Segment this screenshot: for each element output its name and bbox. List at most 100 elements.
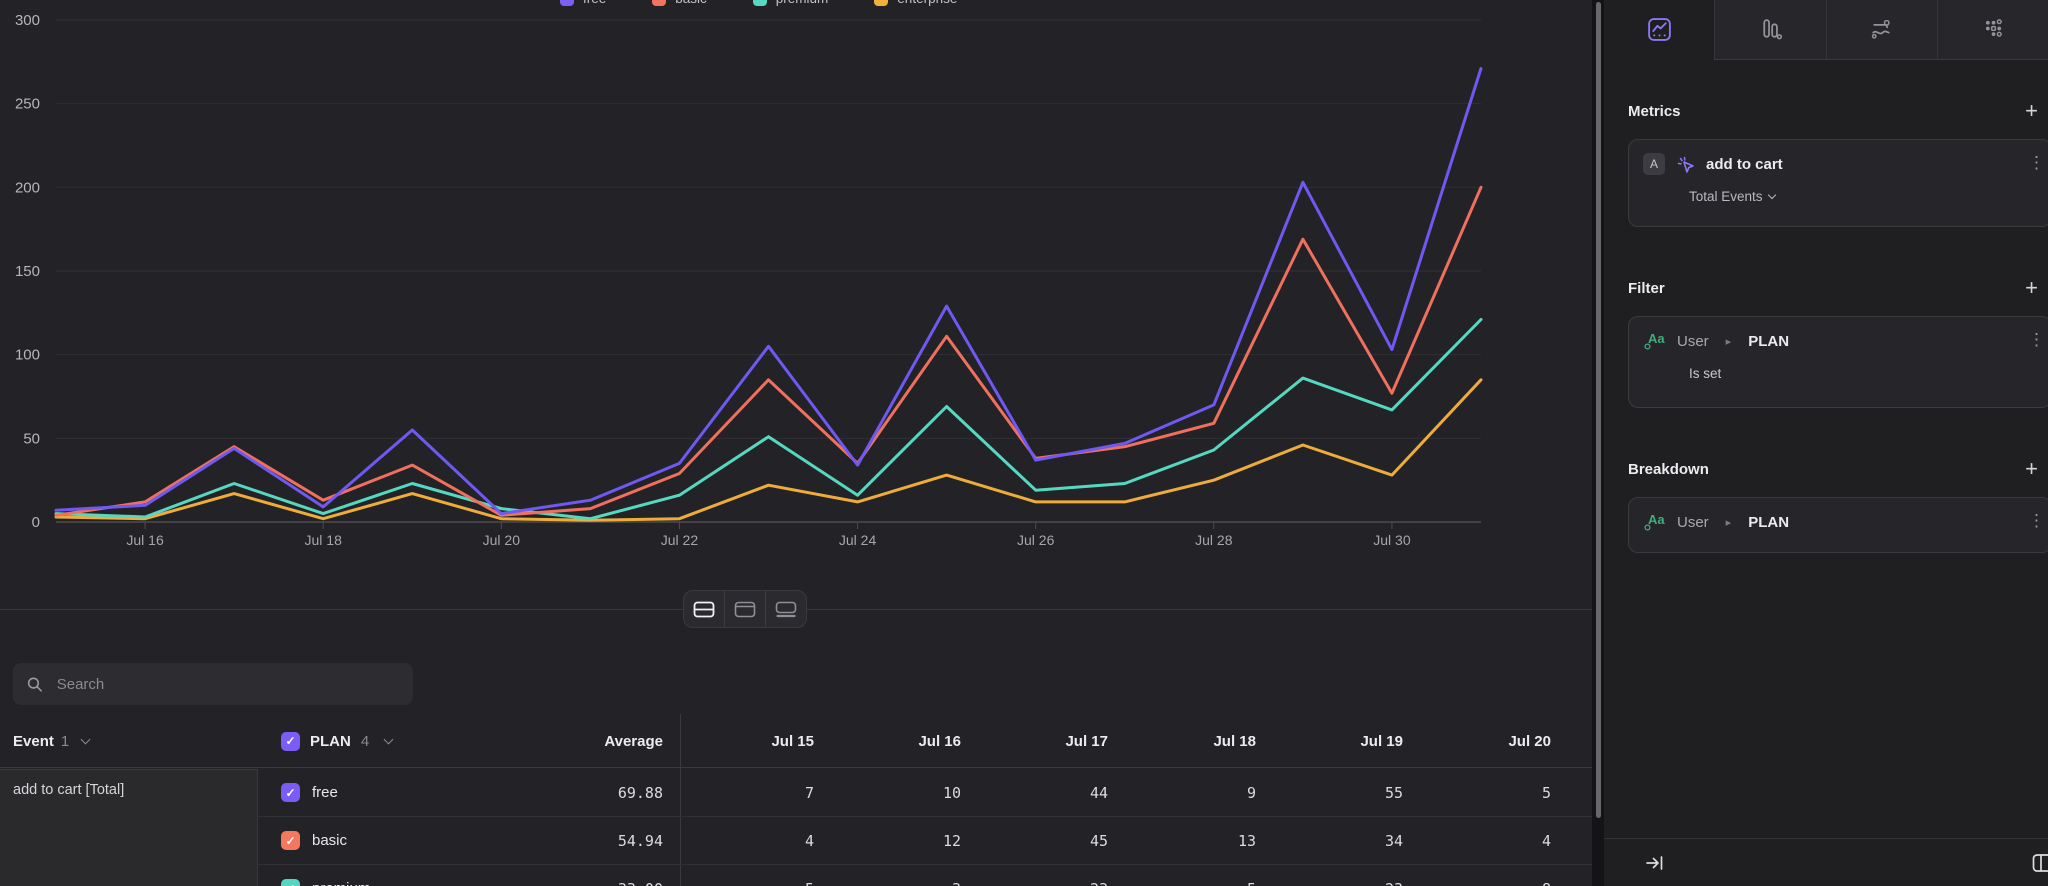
filter-card[interactable]: Aa User ▸ PLAN ⋮ Is set	[1628, 316, 2048, 408]
collapse-sidebar-icon[interactable]	[1644, 853, 1665, 873]
row-value: 8	[1441, 880, 1551, 886]
row-average: 33.00	[520, 880, 663, 886]
search-input[interactable]	[54, 674, 399, 694]
metric-measure-dropdown[interactable]: Total Events	[1689, 189, 2037, 204]
metric-kebab-menu[interactable]: ⋮	[2028, 153, 2045, 172]
series-line-premium[interactable]	[54, 318, 1483, 521]
chevron-down-icon	[383, 734, 394, 745]
row-value: 10	[942, 783, 961, 802]
x-axis-label: Jul 28	[1195, 532, 1233, 548]
bar-chart-icon	[1763, 19, 1782, 40]
filter-scope: User	[1677, 332, 1709, 350]
breadcrumb-arrow-icon: ▸	[1725, 335, 1732, 348]
panel-layout-icon[interactable]	[2032, 853, 2048, 878]
add-breakdown-button[interactable]: +	[2025, 456, 2038, 481]
date-column-header: Jul 16	[918, 732, 961, 750]
tab-grid[interactable]	[1936, 0, 2048, 60]
date-column-header: Jul 19	[1360, 732, 1403, 750]
plan-column-header[interactable]: ✓ PLAN 4	[281, 714, 394, 768]
row-value: 5	[1146, 880, 1256, 886]
tab-bar-chart[interactable]	[1714, 0, 1826, 60]
event-column-panel: add to cart [Total]	[0, 769, 258, 886]
row-value: 7	[804, 783, 814, 802]
add-metric-button[interactable]: +	[2025, 98, 2038, 123]
date-column-header: Jul 17	[1065, 732, 1108, 750]
table-row-free[interactable]: ✓ free 69.88 7 10 44 9 55 5	[258, 769, 1592, 817]
y-axis-label: 300	[15, 12, 40, 29]
table-column-divider	[680, 714, 681, 886]
legend-swatch	[752, 0, 767, 6]
breakdown-kebab-menu[interactable]: ⋮	[2028, 511, 2045, 530]
legend-swatch	[560, 0, 574, 6]
event-cell[interactable]: add to cart [Total]	[13, 782, 125, 798]
main-panel: 0 50 100 150 200 250 300 Jul 16 Jul 18 Jul 20 Jul …	[0, 0, 1592, 886]
legend-swatch	[652, 0, 667, 6]
series-line-enterprise[interactable]	[54, 378, 1483, 522]
y-axis-label: 100	[15, 347, 40, 364]
svg-text:Aa: Aa	[1648, 512, 1665, 527]
row-value: 12	[942, 831, 961, 850]
line-chart[interactable]: 0 50 100 150 200 250 300 Jul 16 Jul 18 Jul 20 Jul …	[0, 0, 1592, 660]
legend-item-basic[interactable]: basic	[652, 0, 707, 6]
row-average: 54.94	[617, 831, 663, 850]
event-count: 1	[60, 732, 70, 750]
series-line-free[interactable]	[54, 67, 1483, 516]
x-axis-label: Jul 20	[483, 532, 521, 548]
breakdown-property: PLAN	[1748, 513, 1790, 531]
tab-flows[interactable]	[1825, 0, 1937, 60]
filter-operator[interactable]: Is set	[1689, 366, 1722, 381]
breadcrumb-arrow-icon: ▸	[1725, 516, 1732, 529]
dots-grid-icon	[1986, 19, 2003, 37]
table-row-basic[interactable]: ✓ basic 54.94 4 12 45 13 34 4	[258, 817, 1592, 865]
breakdown-card[interactable]: Aa User ▸ PLAN ⋮	[1628, 497, 2048, 553]
chart-view-icon	[734, 601, 756, 617]
view-toggle-table-button[interactable]	[765, 591, 806, 627]
series-line-basic[interactable]	[54, 185, 1483, 517]
sidebar-scrollbar[interactable]	[1596, 2, 1601, 818]
date-column-header: Jul 15	[771, 732, 814, 750]
row-value: 45	[1089, 831, 1108, 850]
metric-card[interactable]: A add to cart ⋮ Total Events	[1628, 139, 2048, 227]
row-value: 5	[1541, 783, 1551, 802]
row-value: 13	[1237, 831, 1256, 850]
legend-label: enterprise	[897, 0, 957, 6]
table-view-icon	[775, 601, 797, 617]
y-axis-label: 0	[32, 514, 40, 531]
table-body: ✓ free 69.88 7 10 44 9 55 5 ✓ basic 54.94 4 12 45 13 34 4…	[258, 769, 1592, 886]
tab-line-chart[interactable]	[1604, 0, 1715, 60]
filter-heading-row: Filter +	[1628, 277, 2048, 299]
x-axis-label: Jul 30	[1373, 532, 1411, 548]
row-value: 9	[1246, 783, 1256, 802]
row-value: 3	[851, 880, 961, 886]
table-row-premium[interactable]: ✓ premium 33.00 5 3 23 5 23 8	[258, 865, 1592, 886]
chevron-down-icon	[80, 734, 91, 745]
legend-item-free[interactable]: free	[560, 0, 606, 6]
search-icon	[27, 677, 42, 692]
search-box[interactable]	[13, 663, 413, 705]
add-filter-button[interactable]: +	[2025, 275, 2038, 300]
view-toggle-chart-button[interactable]	[724, 591, 765, 627]
row-checkbox[interactable]: ✓	[281, 783, 300, 802]
row-value: 23	[998, 880, 1108, 886]
legend-item-enterprise[interactable]: enterprise	[874, 0, 957, 6]
row-checkbox[interactable]: ✓	[281, 831, 300, 850]
breakdown-heading: Breakdown	[1628, 460, 1709, 478]
plan-select-all-checkbox[interactable]: ✓	[281, 731, 300, 751]
row-value: 23	[1293, 880, 1403, 886]
view-toggle-split-button[interactable]	[684, 591, 724, 627]
row-value: 4	[1541, 831, 1551, 850]
legend-item-premium[interactable]: premium	[752, 0, 828, 6]
row-value: 4	[804, 831, 814, 850]
filter-kebab-menu[interactable]: ⋮	[2028, 330, 2045, 349]
row-checkbox[interactable]: ✓	[281, 879, 300, 886]
event-column-header[interactable]: Event 1	[13, 714, 91, 768]
x-axis-label: Jul 18	[305, 532, 343, 548]
metric-event-name: add to cart	[1706, 155, 1783, 173]
row-average: 69.88	[617, 783, 663, 802]
y-axis-label: 150	[15, 263, 40, 280]
row-value: 55	[1384, 783, 1403, 802]
x-axis-label: Jul 26	[1017, 532, 1055, 548]
chevron-down-icon	[1767, 190, 1776, 200]
filter-heading: Filter	[1628, 279, 1665, 297]
